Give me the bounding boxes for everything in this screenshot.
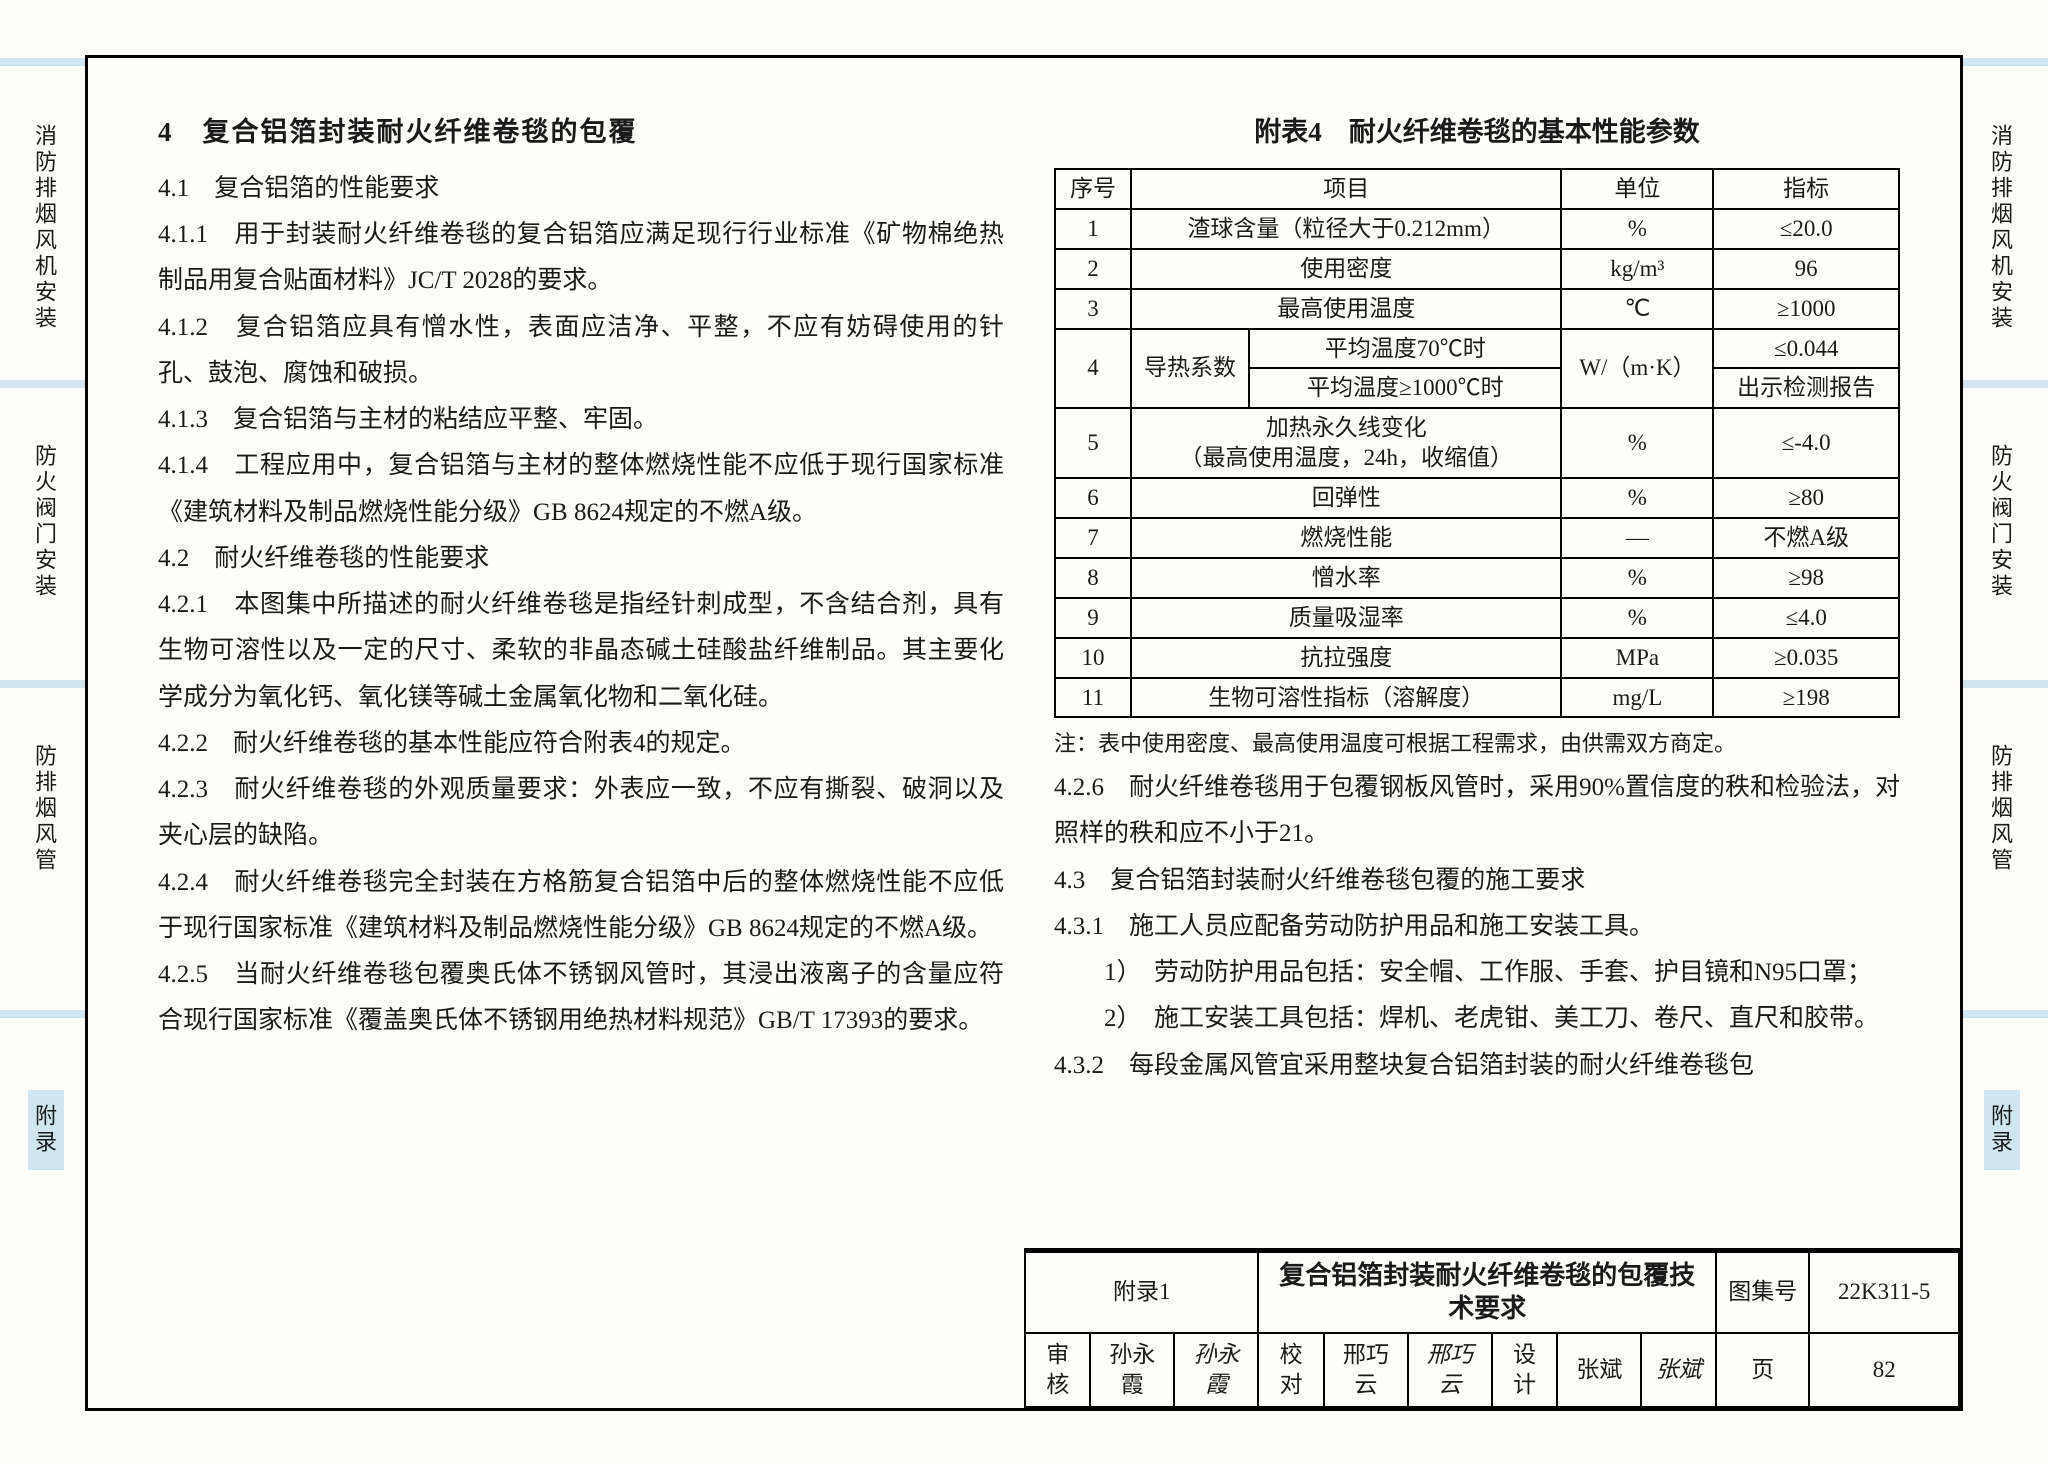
- right-column: 附表4 耐火纤维卷毯的基本性能参数 序号 项目 单位 指标 1渣球含量（粒径大于…: [1054, 108, 1900, 1258]
- td: 回弹性: [1131, 478, 1561, 518]
- td: ≥98: [1713, 558, 1899, 598]
- left-tab-4: 附录: [28, 1090, 64, 1170]
- td: 3: [1055, 289, 1131, 329]
- para: 2） 施工安装工具包括：焊机、老虎钳、美工刀、卷尺、直尺和胶带。: [1054, 996, 1900, 1042]
- left-tab-3: 防排烟风管: [28, 730, 64, 888]
- title-block: 附录1复合铝箔封装耐火纤维卷毯的包覆技术要求图集号22K311-5审核孙永霞孙永…: [1024, 1248, 1960, 1408]
- para: 4.2.1 本图集中所描述的耐火纤维卷毯是指经针刺成型，不含结合剂，具有生物可溶…: [158, 582, 1004, 721]
- right-tab-3: 防排烟风管: [1984, 730, 2020, 888]
- para: 4.2.6 耐火纤维卷毯用于包覆钢板风管时，采用90%置信度的秩和检验法，对照样…: [1054, 765, 1900, 858]
- table-title: 附表4 耐火纤维卷毯的基本性能参数: [1054, 108, 1900, 158]
- td: 平均温度≥1000℃时: [1249, 368, 1561, 408]
- td: 燃烧性能: [1131, 518, 1561, 558]
- td: —: [1561, 518, 1713, 558]
- td: W/（m·K）: [1561, 329, 1713, 409]
- para: 4.2.5 当耐火纤维卷毯包覆奥氏体不锈钢风管时，其浸出液离子的含量应符合现行国…: [158, 952, 1004, 1045]
- th: 序号: [1055, 169, 1131, 209]
- left-column: 4 复合铝箔封装耐火纤维卷毯的包覆 4.1 复合铝箔的性能要求 4.1.1 用于…: [158, 108, 1004, 1258]
- td: MPa: [1561, 638, 1713, 678]
- td: mg/L: [1561, 678, 1713, 718]
- table-note: 注：表中使用密度、最高使用温度可根据工程需求，由供需双方商定。: [1054, 724, 1900, 765]
- td: 憎水率: [1131, 558, 1561, 598]
- td: 4: [1055, 329, 1131, 409]
- para: 4.2.4 耐火纤维卷毯完全封装在方格筋复合铝箔中后的整体燃烧性能不应低于现行国…: [158, 860, 1004, 953]
- spec-table: 序号 项目 单位 指标 1渣球含量（粒径大于0.212mm）%≤20.0 2使用…: [1054, 168, 1900, 718]
- th: 单位: [1561, 169, 1713, 209]
- td: ≤0.044: [1713, 329, 1899, 369]
- td: ≥0.035: [1713, 638, 1899, 678]
- td: ≤4.0: [1713, 598, 1899, 638]
- td: 96: [1713, 249, 1899, 289]
- left-tab-1: 消防排烟风机安装: [28, 110, 64, 346]
- para: 4.3.2 每段金属风管宜采用整块复合铝箔封装的耐火纤维卷毯包: [1054, 1043, 1900, 1089]
- td: 7: [1055, 518, 1131, 558]
- td: 使用密度: [1131, 249, 1561, 289]
- td: ≤-4.0: [1713, 408, 1899, 478]
- para: 4.2 耐火纤维卷毯的性能要求: [158, 536, 1004, 582]
- td: 渣球含量（粒径大于0.212mm）: [1131, 209, 1561, 249]
- right-tab-4: 附录: [1984, 1090, 2020, 1170]
- td: 1: [1055, 209, 1131, 249]
- td: ≥1000: [1713, 289, 1899, 329]
- para: 4.2.3 耐火纤维卷毯的外观质量要求：外表应一致，不应有撕裂、破洞以及夹心层的…: [158, 767, 1004, 860]
- para: 4.1.4 工程应用中，复合铝箔与主材的整体燃烧性能不应低于现行国家标准《建筑材…: [158, 443, 1004, 536]
- td: 出示检测报告: [1713, 368, 1899, 408]
- td: ℃: [1561, 289, 1713, 329]
- para: 4.2.2 耐火纤维卷毯的基本性能应符合附表4的规定。: [158, 721, 1004, 767]
- page-frame: 4 复合铝箔封装耐火纤维卷毯的包覆 4.1 复合铝箔的性能要求 4.1.1 用于…: [85, 55, 1963, 1411]
- td: ≤20.0: [1713, 209, 1899, 249]
- para: 4.1.1 用于封装耐火纤维卷毯的复合铝箔应满足现行行业标准《矿物棉绝热制品用复…: [158, 212, 1004, 305]
- td: %: [1561, 558, 1713, 598]
- td: 最高使用温度: [1131, 289, 1561, 329]
- td: 生物可溶性指标（溶解度）: [1131, 678, 1561, 718]
- td: 10: [1055, 638, 1131, 678]
- td: 导热系数: [1131, 329, 1249, 409]
- td: 8: [1055, 558, 1131, 598]
- td: 5: [1055, 408, 1131, 478]
- th: 指标: [1713, 169, 1899, 209]
- td: 质量吸湿率: [1131, 598, 1561, 638]
- td: 平均温度70℃时: [1249, 329, 1561, 369]
- section-title: 4 复合铝箔封装耐火纤维卷毯的包覆: [158, 108, 1004, 158]
- td: %: [1561, 209, 1713, 249]
- td: %: [1561, 478, 1713, 518]
- td: 抗拉强度: [1131, 638, 1561, 678]
- para: 4.1.3 复合铝箔与主材的粘结应平整、牢固。: [158, 397, 1004, 443]
- right-tab-2: 防火阀门安装: [1984, 430, 2020, 614]
- td: 9: [1055, 598, 1131, 638]
- td: 加热永久线变化 （最高使用温度，24h，收缩值）: [1131, 408, 1561, 478]
- right-tab-1: 消防排烟风机安装: [1984, 110, 2020, 346]
- td: 2: [1055, 249, 1131, 289]
- td: 不燃A级: [1713, 518, 1899, 558]
- td: 6: [1055, 478, 1131, 518]
- td: %: [1561, 598, 1713, 638]
- para: 4.1 复合铝箔的性能要求: [158, 166, 1004, 212]
- td: 11: [1055, 678, 1131, 718]
- td: %: [1561, 408, 1713, 478]
- para: 4.3.1 施工人员应配备劳动防护用品和施工安装工具。: [1054, 904, 1900, 950]
- td: kg/m³: [1561, 249, 1713, 289]
- td: ≥198: [1713, 678, 1899, 718]
- para: 4.3 复合铝箔封装耐火纤维卷毯包覆的施工要求: [1054, 858, 1900, 904]
- para: 1） 劳动防护用品包括：安全帽、工作服、手套、护目镜和N95口罩；: [1054, 950, 1900, 996]
- td: ≥80: [1713, 478, 1899, 518]
- para: 4.1.2 复合铝箔应具有憎水性，表面应洁净、平整，不应有妨碍使用的针孔、鼓泡、…: [158, 305, 1004, 398]
- left-tab-2: 防火阀门安装: [28, 430, 64, 614]
- th: 项目: [1131, 169, 1561, 209]
